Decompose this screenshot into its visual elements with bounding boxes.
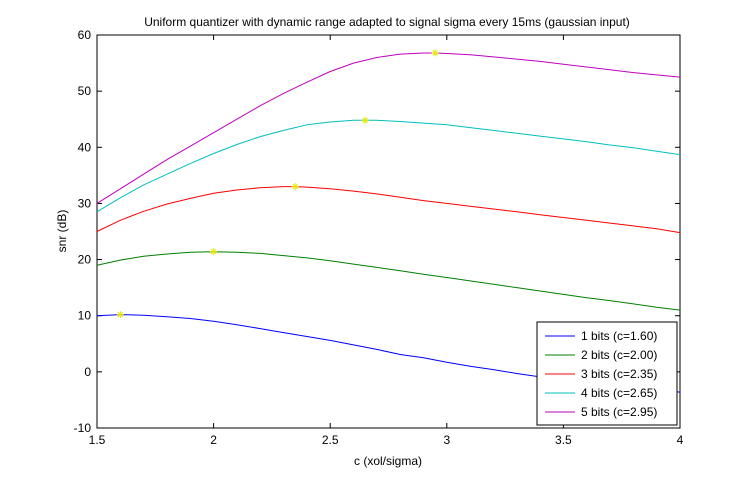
series-line-5 xyxy=(96,52,681,204)
optimum-marker-3 xyxy=(291,183,299,191)
y-tick-label: 0 xyxy=(84,365,91,379)
x-tick-label: 4 xyxy=(677,433,684,447)
chart-title: Uniform quantizer with dynamic range ada… xyxy=(144,15,630,29)
legend-label-2: 2 bits (c=2.00) xyxy=(581,348,657,362)
x-tick-label: 2 xyxy=(210,433,217,447)
x-tick-label: 3.5 xyxy=(555,433,572,447)
y-tick-label: 60 xyxy=(78,28,92,42)
y-tick-label: 50 xyxy=(78,84,92,98)
series-line-3 xyxy=(96,186,681,234)
legend-label-4: 4 bits (c=2.65) xyxy=(581,386,657,400)
y-tick-label: 20 xyxy=(78,253,92,267)
y-tick-label: -10 xyxy=(74,421,92,435)
y-tick-label: 10 xyxy=(78,309,92,323)
series-line-2 xyxy=(96,251,681,311)
legend-label-1: 1 bits (c=1.60) xyxy=(581,329,657,343)
legend-label-5: 5 bits (c=2.95) xyxy=(581,405,657,419)
y-tick-label: 30 xyxy=(78,196,92,210)
x-tick-label: 2.5 xyxy=(322,433,339,447)
optimum-marker-1 xyxy=(116,311,124,319)
optimum-marker-2 xyxy=(210,248,218,256)
optimum-marker-4 xyxy=(361,116,369,124)
y-tick-label: 40 xyxy=(78,140,92,154)
optimum-marker-5 xyxy=(431,49,439,57)
axis-ticks: 1.5 2 2.5 3 3.5 4 -10 0 10 20 30 40 50 60 xyxy=(74,28,684,447)
series-line-4 xyxy=(96,119,681,213)
legend: 1 bits (c=1.60) 2 bits (c=2.00) 3 bits (c=… xyxy=(536,321,678,426)
x-tick-label: 1.5 xyxy=(89,433,106,447)
optimum-markers xyxy=(116,49,439,319)
y-axis-label: snr (dB) xyxy=(55,210,69,253)
x-tick-label: 3 xyxy=(443,433,450,447)
legend-label-3: 3 bits (c=2.35) xyxy=(581,367,657,381)
x-axis-label: c (xol/sigma) xyxy=(354,454,422,468)
